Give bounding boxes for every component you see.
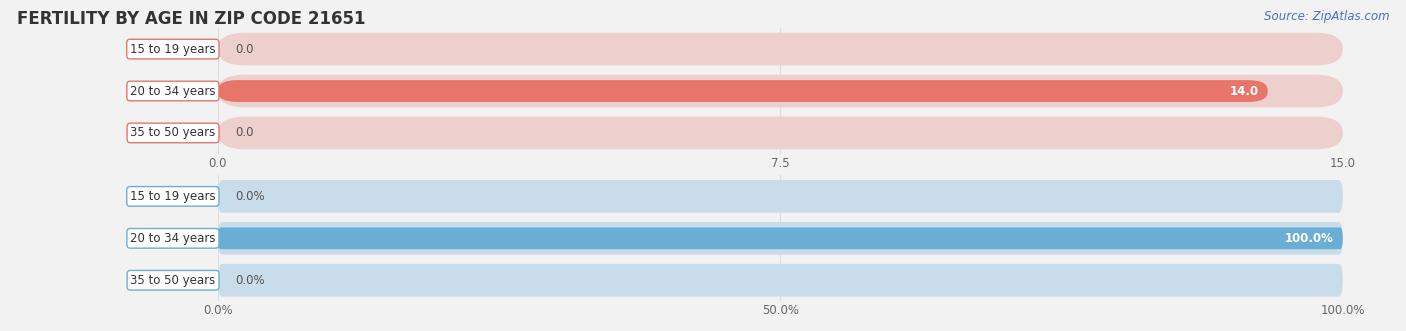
FancyBboxPatch shape xyxy=(218,222,1343,255)
Text: 20 to 34 years: 20 to 34 years xyxy=(131,232,215,245)
FancyBboxPatch shape xyxy=(218,33,1343,66)
Text: 0.0%: 0.0% xyxy=(235,190,264,203)
FancyBboxPatch shape xyxy=(218,80,1268,102)
Text: 15 to 19 years: 15 to 19 years xyxy=(131,43,215,56)
Text: Source: ZipAtlas.com: Source: ZipAtlas.com xyxy=(1264,10,1389,23)
Text: 0.0: 0.0 xyxy=(235,126,253,139)
Text: 14.0: 14.0 xyxy=(1230,84,1258,98)
Text: 35 to 50 years: 35 to 50 years xyxy=(131,126,215,139)
Text: FERTILITY BY AGE IN ZIP CODE 21651: FERTILITY BY AGE IN ZIP CODE 21651 xyxy=(17,10,366,28)
Text: 0.0%: 0.0% xyxy=(235,274,264,287)
Text: 20 to 34 years: 20 to 34 years xyxy=(131,84,215,98)
Text: 15 to 19 years: 15 to 19 years xyxy=(131,190,215,203)
FancyBboxPatch shape xyxy=(218,117,1343,149)
Text: 0.0: 0.0 xyxy=(235,43,253,56)
FancyBboxPatch shape xyxy=(218,264,1343,297)
FancyBboxPatch shape xyxy=(218,75,1343,107)
Text: 35 to 50 years: 35 to 50 years xyxy=(131,274,215,287)
Text: 100.0%: 100.0% xyxy=(1285,232,1334,245)
FancyBboxPatch shape xyxy=(218,227,1343,249)
FancyBboxPatch shape xyxy=(218,180,1343,213)
